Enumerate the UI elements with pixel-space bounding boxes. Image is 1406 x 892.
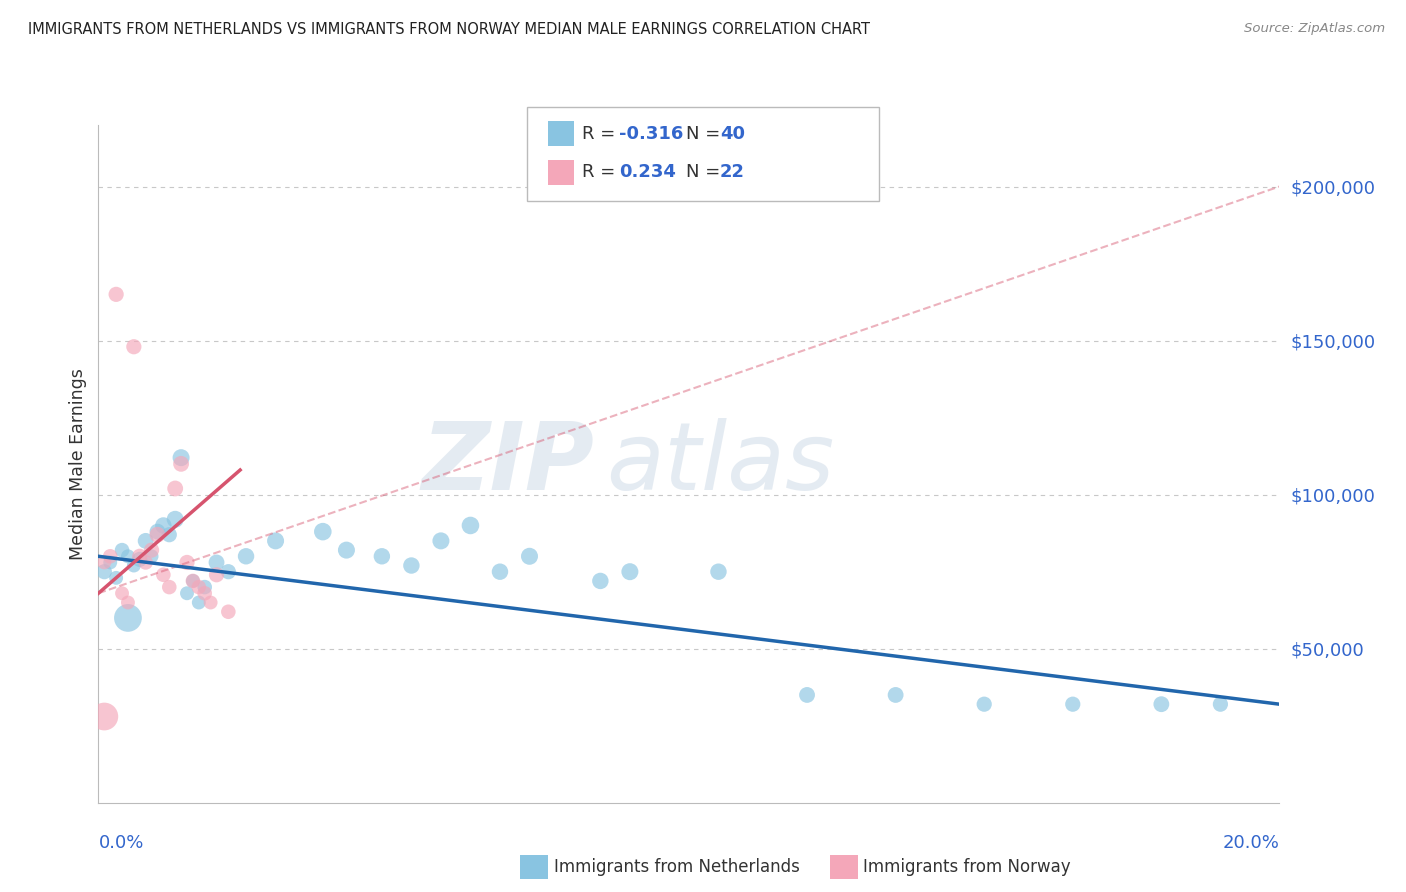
Point: [135, 533, 157, 548]
Point: [200, 595, 222, 609]
Point: [707, 565, 730, 579]
Point: [205, 567, 228, 582]
Point: [489, 565, 512, 579]
Point: [117, 595, 139, 609]
Text: ZIP: ZIP: [422, 417, 595, 510]
Text: R =: R =: [582, 163, 621, 181]
Point: [181, 574, 204, 588]
Point: [335, 543, 357, 558]
Point: [152, 567, 174, 582]
Point: [519, 549, 541, 564]
Point: [205, 556, 228, 570]
Point: [796, 688, 818, 702]
Point: [264, 533, 287, 548]
Text: 40: 40: [720, 125, 745, 143]
Text: -0.316: -0.316: [619, 125, 683, 143]
Point: [157, 527, 180, 541]
Point: [217, 565, 239, 579]
Point: [884, 688, 907, 702]
Point: [235, 549, 257, 564]
Point: [1062, 697, 1084, 711]
Point: [187, 580, 209, 594]
Point: [105, 287, 128, 301]
Point: [460, 518, 482, 533]
Point: [170, 450, 193, 465]
Point: [1209, 697, 1232, 711]
Point: [98, 556, 121, 570]
Point: [93, 565, 115, 579]
Text: 0.234: 0.234: [619, 163, 675, 181]
Text: 0.0%: 0.0%: [98, 834, 143, 852]
Point: [165, 482, 187, 496]
Text: Immigrants from Netherlands: Immigrants from Netherlands: [554, 858, 800, 876]
Text: Immigrants from Norway: Immigrants from Norway: [863, 858, 1071, 876]
Text: IMMIGRANTS FROM NETHERLANDS VS IMMIGRANTS FROM NORWAY MEDIAN MALE EARNINGS CORRE: IMMIGRANTS FROM NETHERLANDS VS IMMIGRANT…: [28, 22, 870, 37]
Point: [111, 543, 134, 558]
Point: [135, 556, 157, 570]
Text: 20.0%: 20.0%: [1223, 834, 1279, 852]
Point: [128, 552, 150, 566]
Point: [194, 586, 217, 600]
Point: [187, 595, 209, 609]
Point: [146, 527, 169, 541]
Point: [122, 558, 145, 573]
Point: [312, 524, 335, 539]
Point: [146, 524, 169, 539]
Point: [176, 586, 198, 600]
Point: [170, 457, 193, 471]
Text: atlas: atlas: [606, 418, 835, 509]
Point: [141, 549, 163, 564]
Point: [619, 565, 641, 579]
Text: 22: 22: [720, 163, 745, 181]
Text: Source: ZipAtlas.com: Source: ZipAtlas.com: [1244, 22, 1385, 36]
Text: N =: N =: [686, 125, 725, 143]
Point: [217, 605, 239, 619]
Point: [589, 574, 612, 588]
Point: [430, 533, 453, 548]
Text: R =: R =: [582, 125, 621, 143]
Point: [973, 697, 995, 711]
Point: [176, 556, 198, 570]
Point: [117, 611, 139, 625]
Point: [93, 556, 115, 570]
Point: [194, 580, 217, 594]
Point: [141, 543, 163, 558]
Point: [122, 340, 145, 354]
Point: [128, 549, 150, 564]
Point: [165, 512, 187, 526]
Point: [93, 709, 115, 723]
Text: N =: N =: [686, 163, 725, 181]
Point: [105, 571, 128, 585]
Point: [1150, 697, 1173, 711]
Point: [152, 518, 174, 533]
Point: [117, 549, 139, 564]
Point: [157, 580, 180, 594]
Point: [181, 574, 204, 588]
Point: [401, 558, 423, 573]
Point: [371, 549, 394, 564]
Point: [98, 549, 121, 564]
Point: [111, 586, 134, 600]
Y-axis label: Median Male Earnings: Median Male Earnings: [69, 368, 87, 560]
